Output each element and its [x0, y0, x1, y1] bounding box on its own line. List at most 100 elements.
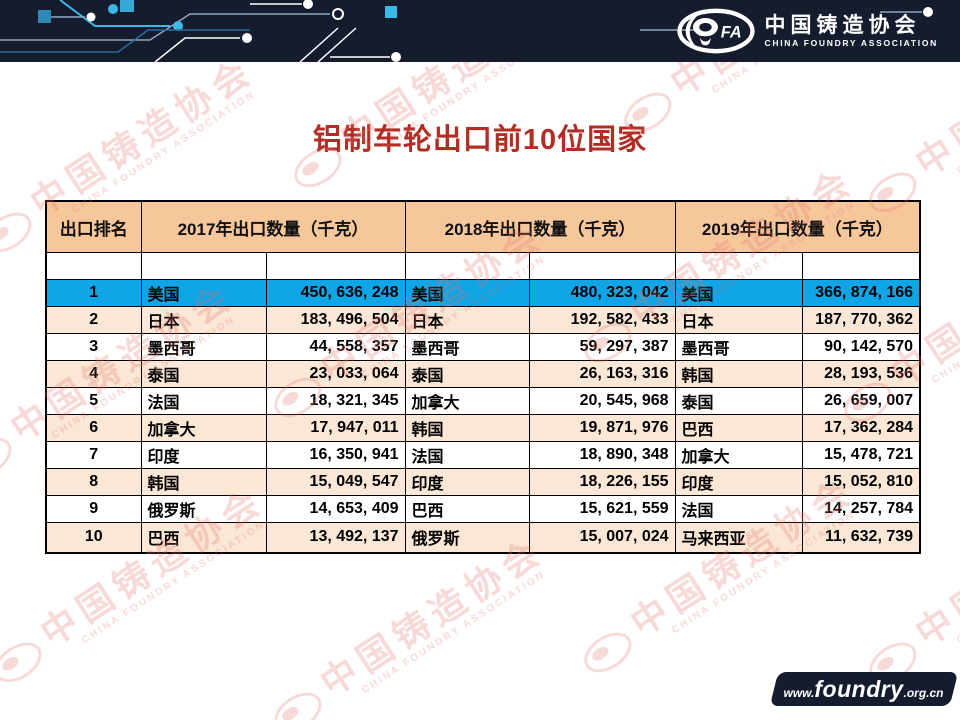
watermark-en-text: CHINA FOUNDRY ASSOCIATION	[955, 519, 960, 647]
table-row: 6 加拿大 17, 947, 011 韩国 19, 871, 976 巴西 17, 362,…	[45, 414, 921, 442]
country-cell: 加拿大	[140, 414, 267, 442]
rank-cell: 2	[45, 306, 142, 334]
value-cell: 28, 193, 536	[801, 360, 921, 388]
value-cell: 18, 890, 348	[528, 441, 676, 469]
country-cell: 加拿大	[674, 441, 803, 469]
country-cell: 韩国	[404, 414, 530, 442]
rank-cell: 10	[45, 522, 142, 553]
rank-cell: 7	[45, 441, 142, 469]
country-cell: 日本	[404, 306, 530, 334]
value-cell: 366, 874, 166	[801, 279, 921, 307]
value-cell: 20, 545, 968	[528, 387, 676, 415]
brand-name-cn: 中国铸造协会	[764, 13, 921, 37]
table-body: 1 美国 450, 636, 248 美国 480, 323, 042 美国 366, 87…	[45, 252, 921, 553]
value-cell: 450, 636, 248	[265, 279, 406, 307]
col-header-2018: 2018年出口数量（千克）	[404, 200, 676, 253]
col-header-2019: 2019年出口数量（千克）	[674, 200, 921, 253]
cfa-logo-icon: FA	[676, 8, 755, 54]
country-cell: 巴西	[674, 414, 803, 442]
table-row: 3 墨西哥 44, 558, 357 墨西哥 59, 297, 387 墨西哥 90, 14…	[45, 333, 921, 361]
value-cell: 14, 257, 784	[801, 495, 921, 523]
col-header-2017: 2017年出口数量（千克）	[140, 200, 406, 253]
country-cell: 日本	[140, 306, 267, 334]
watermark-en-text: CHINA FOUNDRY ASSOCIATION	[360, 568, 548, 697]
country-cell: 加拿大	[404, 387, 530, 415]
circuit-decoration-icon	[0, 0, 933, 62]
value-cell: 44, 558, 357	[265, 333, 406, 361]
table-row: 1 美国 450, 636, 248 美国 480, 323, 042 美国 366, 87…	[45, 279, 921, 307]
value-cell: 90, 142, 570	[801, 333, 921, 361]
rank-cell: 5	[45, 387, 142, 415]
cfa-watermark-icon	[576, 623, 639, 680]
url-suffix: .org.cn	[903, 686, 944, 700]
cfa-watermark-icon	[0, 633, 49, 690]
page-title: 铝制车轮出口前10位国家	[312, 124, 648, 156]
rank-cell: 4	[45, 360, 142, 388]
table-row: 2 日本 183, 496, 504 日本 192, 582, 433 日本 187, 77…	[45, 306, 921, 334]
col-header-rank: 出口排名	[45, 200, 142, 253]
cfa-logo-fa-text: FA	[720, 24, 741, 42]
country-cell: 法国	[404, 441, 530, 469]
table-row: 10 巴西 13, 492, 137 俄罗斯 15, 007, 024 马来西亚 11, 6…	[45, 522, 921, 553]
rank-cell: 9	[45, 495, 142, 523]
footer-website-badge: www. foundry .org.cn	[769, 672, 959, 706]
table-row: 8 韩国 15, 049, 547 印度 18, 226, 155 印度 15, 052, …	[45, 468, 921, 496]
country-cell: 韩国	[674, 360, 803, 388]
table-row: 9 俄罗斯 14, 653, 409 巴西 15, 621, 559 法国 14, 257,…	[45, 495, 921, 523]
country-cell: 日本	[674, 306, 803, 334]
watermark-en-text: CHINA FOUNDRY ASSOCIATION	[930, 259, 960, 387]
value-cell: 26, 163, 316	[528, 360, 676, 388]
value-cell: 15, 478, 721	[801, 441, 921, 469]
value-cell: 11, 632, 739	[801, 522, 921, 553]
country-cell: 韩国	[140, 468, 267, 496]
country-cell: 法国	[140, 387, 267, 415]
country-cell: 印度	[140, 441, 267, 469]
table-row: 7 印度 16, 350, 941 法国 18, 890, 348 加拿大 15, 478,…	[45, 441, 921, 469]
table-row: 5 法国 18, 321, 345 加拿大 20, 545, 968 泰国 26, 659,…	[45, 387, 921, 415]
country-cell: 美国	[404, 279, 530, 307]
country-cell: 马来西亚	[674, 522, 803, 553]
value-cell: 19, 871, 976	[528, 414, 676, 442]
value-cell: 17, 947, 011	[265, 414, 406, 442]
value-cell: 15, 052, 810	[801, 468, 921, 496]
rank-cell: 3	[45, 333, 142, 361]
export-table-header: 出口排名 2017年出口数量（千克） 2018年出口数量（千克） 2019年出口…	[45, 200, 921, 253]
country-cell: 巴西	[140, 522, 267, 553]
value-cell: 15, 007, 024	[528, 522, 676, 553]
export-table: 出口排名 2017年出口数量（千克） 2018年出口数量（千克） 2019年出口…	[45, 200, 922, 554]
watermark-cn-text: 中国铸造协会	[313, 529, 552, 705]
country-cell: 泰国	[674, 387, 803, 415]
cfa-watermark-icon	[266, 683, 329, 720]
country-cell: 墨西哥	[404, 333, 530, 361]
value-cell: 18, 321, 345	[265, 387, 406, 415]
rank-cell: 1	[45, 279, 142, 307]
brand-name-en: CHINA FOUNDRY ASSOCIATION	[764, 37, 938, 48]
value-cell: 13, 492, 137	[265, 522, 406, 553]
value-cell: 480, 323, 042	[528, 279, 676, 307]
value-cell: 18, 226, 155	[528, 468, 676, 496]
country-cell: 巴西	[404, 495, 530, 523]
value-cell: 15, 049, 547	[265, 468, 406, 496]
country-cell: 美国	[140, 279, 267, 307]
country-cell: 泰国	[404, 360, 530, 388]
url-main: foundry	[814, 676, 904, 702]
value-cell: 17, 362, 284	[801, 414, 921, 442]
country-cell: 俄罗斯	[140, 495, 267, 523]
country-cell: 美国	[674, 279, 803, 307]
country-cell: 墨西哥	[140, 333, 267, 361]
cfa-watermark-icon	[0, 428, 19, 485]
value-cell: 16, 350, 941	[265, 441, 406, 469]
value-cell: 59, 297, 387	[528, 333, 676, 361]
value-cell: 23, 033, 064	[265, 360, 406, 388]
value-cell: 183, 496, 504	[265, 306, 406, 334]
value-cell: 14, 653, 409	[265, 495, 406, 523]
country-cell: 墨西哥	[674, 333, 803, 361]
value-cell: 187, 770, 362	[801, 306, 921, 334]
url-prefix: www.	[783, 686, 815, 700]
country-cell: 印度	[674, 468, 803, 496]
header-spacer-row	[45, 252, 921, 280]
value-cell: 15, 621, 559	[528, 495, 676, 523]
rank-cell: 6	[45, 414, 142, 442]
